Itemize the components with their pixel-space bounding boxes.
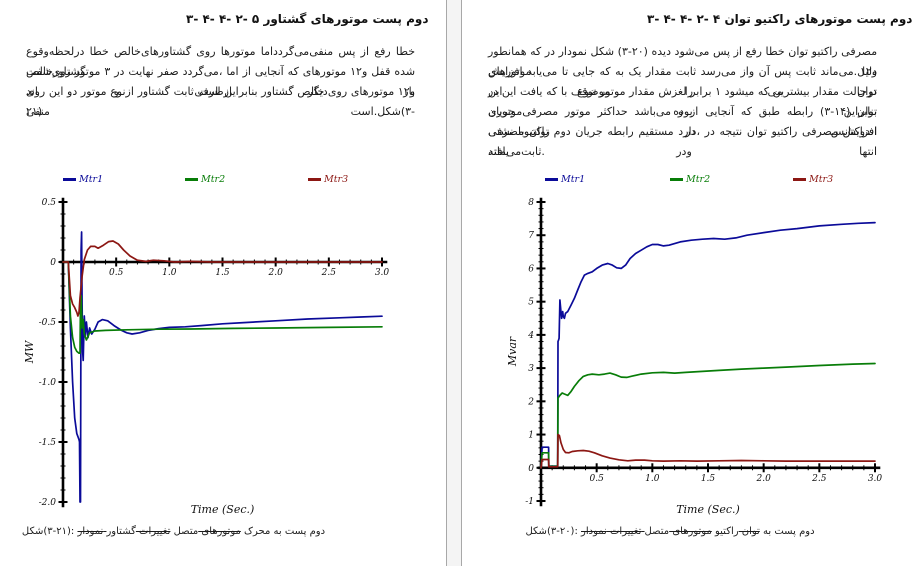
svg-text:1.0: 1.0 bbox=[162, 268, 177, 278]
legend-swatch bbox=[185, 178, 198, 181]
svg-text:0.5: 0.5 bbox=[590, 474, 605, 484]
series-Mtr1 bbox=[540, 221, 876, 469]
paragraph-line: در‎ این‎ یافت‎ که‎ با‎ توقف‎ موتور‎ مقدا… bbox=[488, 85, 878, 118]
svg-text:0: 0 bbox=[50, 258, 56, 268]
series-Mtr3 bbox=[62, 240, 383, 317]
caption-text: شکل(‎۳-۲۰)‎:‎ bbox=[525, 526, 582, 537]
paragraph-line: جریان‎ مصرفی‎ موتور‎ حداکثر‎ می‌باشد‎ و‎… bbox=[488, 105, 878, 138]
caption-text: گشتاور‎ محرک bbox=[106, 526, 271, 537]
legend-label: Mtr2 bbox=[201, 174, 226, 185]
paragraph-line: نشتی‎ با‎ توان‎ دوم‎ جریان‎ رابطه‎ مستقی… bbox=[488, 125, 878, 158]
figure-caption: شکل(‎۳-۲۰)‎:‎ نمودار‎ تغییرات‎ توان راکت… bbox=[462, 526, 878, 537]
caption-text-struck: موتورهای bbox=[669, 526, 712, 537]
caption-text: متصل‎ به‎ پست‎ دوم bbox=[644, 526, 815, 537]
svg-text:3.0: 3.0 bbox=[868, 474, 883, 484]
paragraph-line: ثابت‌می‌ماند.‎ bbox=[488, 145, 545, 158]
series-Mtr3 bbox=[540, 433, 876, 469]
legend-swatch bbox=[63, 178, 76, 181]
svg-text:1: 1 bbox=[528, 431, 534, 441]
legend-item: Mtr1 bbox=[545, 169, 585, 188]
legend-item: Mtr3 bbox=[308, 169, 348, 188]
svg-text:2.5: 2.5 bbox=[321, 268, 337, 278]
legend-label: Mtr1 bbox=[561, 174, 586, 185]
paragraph-line: روی‎ این‎ دو‎ موتور‎ ازنوع‎ گشتاور‎ ثابت… bbox=[26, 85, 416, 118]
svg-text:1.5: 1.5 bbox=[701, 474, 716, 484]
chart-legend: Mtr1 Mtr2 Mtr3 bbox=[462, 169, 913, 185]
paragraph-line: روی‌شفت‎ موتور‎ ۳‎ در‎ نهایت‎ صفر‎ می‌گر… bbox=[26, 65, 416, 98]
legend-swatch bbox=[670, 178, 683, 181]
caption-text-struck: موتورهای bbox=[198, 526, 241, 537]
series-Mtr2 bbox=[62, 261, 383, 355]
legend-swatch bbox=[545, 178, 558, 181]
figure-caption: شکل(‎۳-۲۱)‎:‎ نمودار‎ تغییرات گشتاور‎ مح… bbox=[0, 526, 347, 537]
caption-text: شکل(‎۳-۲۱)‎:‎ bbox=[21, 526, 78, 537]
legend-swatch bbox=[793, 178, 806, 181]
legend-swatch bbox=[308, 178, 321, 181]
legend-label: Mtr2 bbox=[686, 174, 711, 185]
svg-text:8: 8 bbox=[528, 198, 534, 208]
legend-item: Mtr1 bbox=[63, 169, 103, 188]
svg-text:3: 3 bbox=[528, 364, 534, 374]
svg-text:0.5: 0.5 bbox=[109, 268, 124, 278]
svg-text:2.0: 2.0 bbox=[756, 474, 772, 484]
paragraph-line: افزایش‎ می‌یابد‎ تا‎ جایی‎ که‎ به‎ یک‎ م… bbox=[488, 65, 878, 98]
section-heading: ۳-‎ ۴-‎ ۴-‎ ۲-‎ ۴‎ توان‎ راکتیو‎ موتورها… bbox=[647, 12, 913, 26]
caption-text: متصل‎ به‎ پست‎ دوم bbox=[173, 526, 326, 537]
legend-label: Mtr3 bbox=[324, 174, 349, 185]
caption-text-struck: نمودار‎ تغییرات bbox=[77, 526, 171, 537]
x-axis-label: Time (Sec.) bbox=[191, 503, 255, 516]
svg-text:1.5: 1.5 bbox=[215, 268, 230, 278]
svg-text:-0.5: -0.5 bbox=[39, 318, 57, 328]
paragraph: درلحظه‌وقوع‎ خطا‎ گشتاورهای‌خالص‎ روی‎ م… bbox=[26, 42, 415, 122]
caption-text-struck: نمودار‎ تغییرات‎ توان bbox=[581, 526, 760, 537]
section-heading: ۳-‎ ۴-‎ ۴-‎ ۲-‎ ۵‎ گشتاور‎ موتورهای‎ پست… bbox=[186, 12, 429, 26]
caption-text: راکتیو bbox=[711, 526, 739, 537]
svg-text:7: 7 bbox=[528, 231, 534, 241]
legend-item: Mtr2 bbox=[185, 169, 225, 188]
svg-text:-1.5: -1.5 bbox=[39, 438, 57, 448]
legend-label: Mtr3 bbox=[809, 174, 834, 185]
chart-legend: Mtr1 Mtr2 Mtr3 bbox=[0, 169, 446, 185]
paragraph-line: ۲۱)‎ bbox=[26, 105, 43, 118]
svg-text:2.5: 2.5 bbox=[811, 474, 827, 484]
paragraph-line: همانطور‎ که‎ در‎ نمودار‎ شکل‎ (‎۳-۲۰)‎‎ … bbox=[488, 45, 878, 78]
page-left: ۳-‎ ۴-‎ ۴-‎ ۲-‎ ۵‎ گشتاور‎ موتورهای‎ پست… bbox=[0, 0, 447, 566]
page-right: ۳-‎ ۴-‎ ۴-‎ ۲-‎ ۴‎ توان‎ راکتیو‎ موتورها… bbox=[461, 0, 913, 566]
legend-item: Mtr3 bbox=[793, 169, 833, 188]
svg-text:1.0: 1.0 bbox=[645, 474, 660, 484]
paragraph: همانطور‎ که‎ در‎ نمودار‎ شکل‎ (‎۳-۲۰)‎‎ … bbox=[488, 42, 877, 162]
x-axis-label: Time (Sec.) bbox=[676, 503, 740, 516]
svg-text:6: 6 bbox=[528, 264, 534, 274]
paragraph-line: درلحظه‌وقوع‎ خطا‎ گشتاورهای‌خالص‎ روی‎ م… bbox=[26, 45, 416, 78]
svg-text:-1.0: -1.0 bbox=[39, 378, 57, 388]
y-axis-label: MW bbox=[23, 339, 36, 364]
reactive-power-chart: 0.5 1.0 1.5 2.0 2.5 3.0 8 7 6 5 4 3 2 1 0 -1 Time (Sec.)… bbox=[506, 197, 883, 516]
legend-label: Mtr1 bbox=[79, 174, 104, 185]
svg-text:2: 2 bbox=[527, 397, 534, 407]
svg-text:3.0: 3.0 bbox=[375, 268, 390, 278]
svg-text:0.5: 0.5 bbox=[42, 198, 57, 208]
svg-text:0: 0 bbox=[528, 464, 534, 474]
svg-text:2.0: 2.0 bbox=[268, 268, 284, 278]
svg-text:5: 5 bbox=[528, 298, 534, 308]
series-Mtr2 bbox=[540, 362, 876, 469]
svg-text:4: 4 bbox=[527, 331, 534, 341]
svg-text:-2.0: -2.0 bbox=[39, 498, 57, 508]
y-axis-label: Mvar bbox=[506, 336, 519, 367]
legend-item: Mtr2 bbox=[670, 169, 710, 188]
torque-chart: 0.5 1.0 1.5 2.0 2.5 3.0 0.5 0 -0.5 -1.0 -1.5 -2.0 Ti… bbox=[23, 197, 390, 516]
axes: 0.5 1.0 1.5 2.0 2.5 3.0 0.5 0 -0.5 -1.0 -1.5 -2.0 bbox=[39, 197, 390, 508]
svg-text:-1: -1 bbox=[525, 497, 534, 507]
